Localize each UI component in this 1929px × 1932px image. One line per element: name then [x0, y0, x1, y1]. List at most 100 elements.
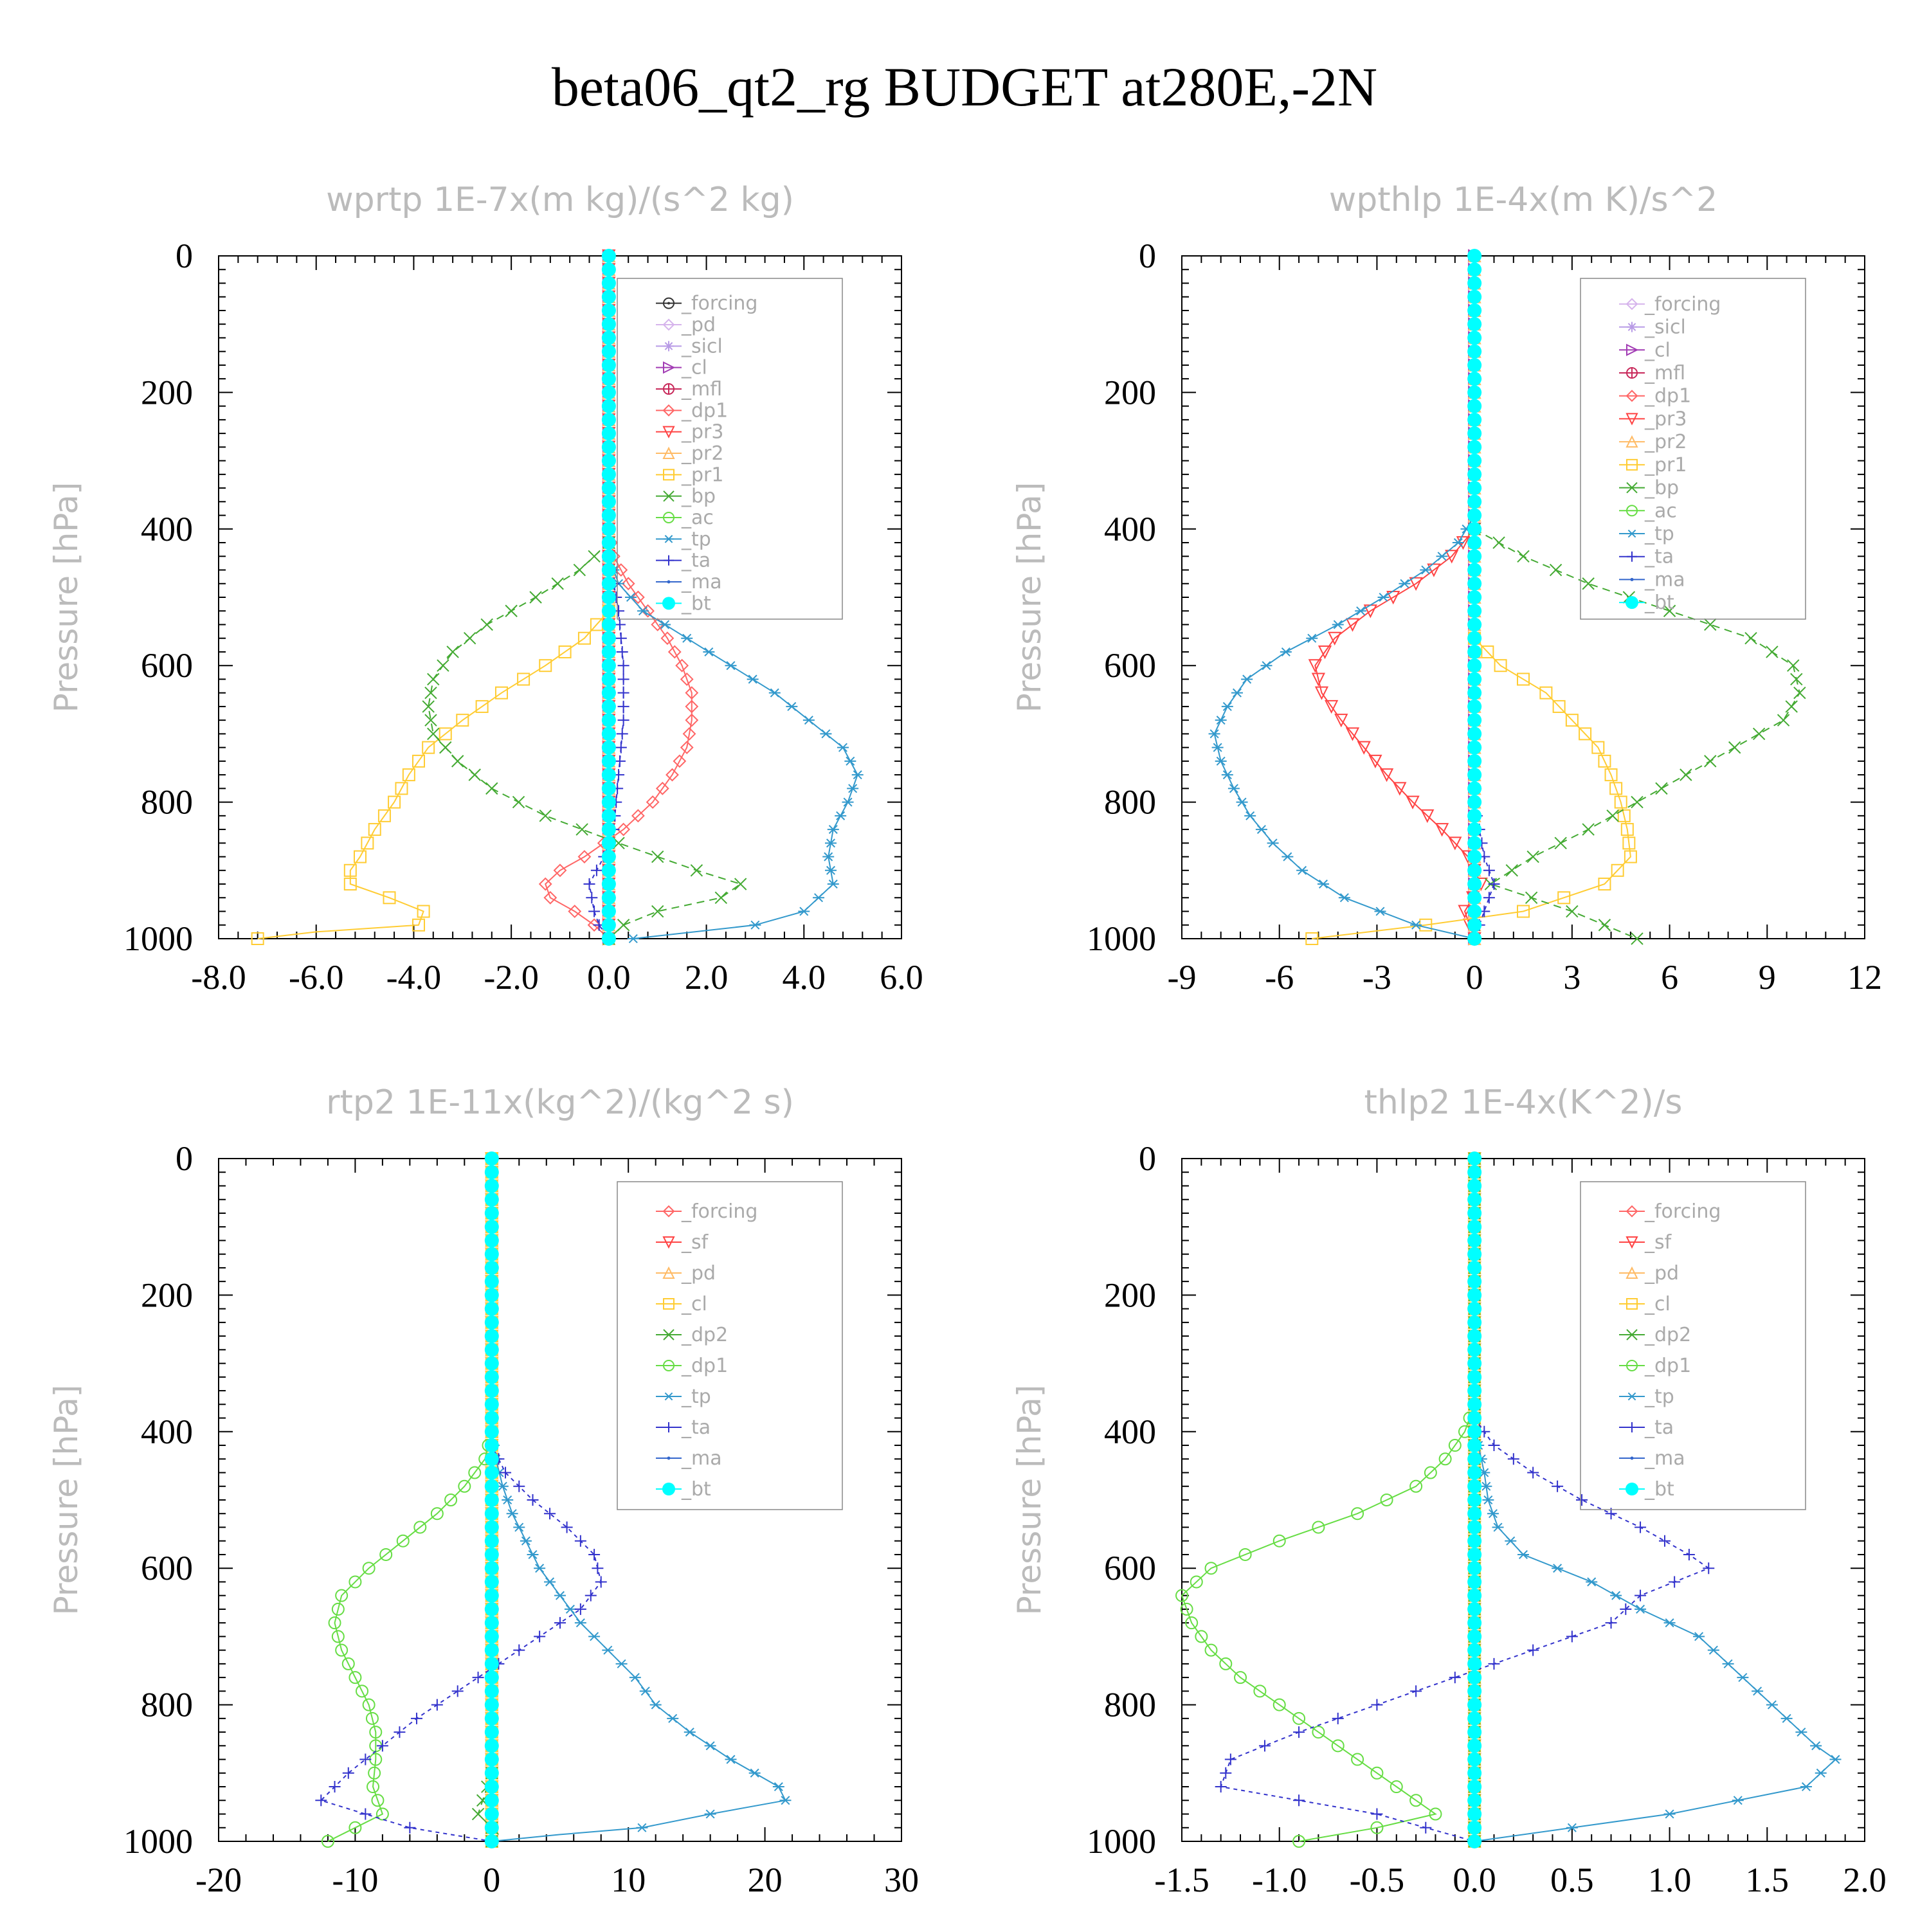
data-point — [1325, 700, 1339, 714]
data-point — [1663, 1618, 1676, 1628]
data-point — [1467, 1765, 1482, 1780]
data-point — [1480, 1481, 1492, 1491]
data-point — [494, 686, 508, 700]
data-point — [601, 563, 616, 577]
data-point — [1467, 1493, 1482, 1507]
y-axis-label: Pressure [hPa] — [48, 482, 85, 713]
data-point — [601, 781, 616, 796]
data-point — [601, 536, 616, 550]
data-point — [1467, 412, 1482, 427]
data-point — [1658, 1535, 1671, 1547]
data-point — [1351, 1507, 1364, 1521]
y-tick-label: 400 — [1104, 1413, 1156, 1451]
data-point — [439, 741, 452, 754]
data-point — [1180, 1602, 1193, 1616]
data-point — [1280, 647, 1292, 656]
data-point — [1467, 1356, 1482, 1371]
data-point — [328, 1616, 341, 1630]
legend-item: _ac — [656, 507, 714, 529]
data-point — [1467, 481, 1482, 496]
data-point — [356, 1684, 369, 1698]
legend: _forcing_pd_sicl_cl_mfl_dp1_pr3_pr2_pr1_… — [617, 278, 843, 620]
x-tick-label: -20 — [195, 1861, 242, 1899]
data-point — [1467, 1820, 1482, 1835]
data-point — [1467, 1602, 1482, 1616]
data-point — [1244, 811, 1256, 820]
data-point — [1374, 907, 1386, 916]
data-point — [321, 1835, 334, 1848]
x-tick-label: 0.0 — [1453, 1861, 1496, 1899]
legend-label: _pr3 — [681, 421, 723, 444]
data-point — [568, 905, 582, 918]
legend-label: _cl — [681, 357, 707, 379]
data-point — [680, 741, 694, 755]
data-point — [601, 317, 616, 332]
data-point — [1467, 590, 1482, 604]
legend-label: _dp1 — [1644, 385, 1691, 408]
data-point — [1204, 1643, 1218, 1657]
panel-title: rtp2 1E-11x(kg^2)/(kg^2 s) — [326, 1083, 794, 1122]
y-tick-label: 200 — [1104, 373, 1156, 411]
data-point — [1517, 1549, 1529, 1559]
data-point — [1467, 330, 1482, 345]
legend-item: _dp1 — [1619, 385, 1691, 408]
data-point — [1663, 604, 1676, 617]
data-point — [367, 1780, 380, 1794]
data-point — [1505, 864, 1519, 877]
data-point — [1467, 1205, 1482, 1220]
data-point — [412, 754, 426, 768]
data-point — [371, 1794, 385, 1807]
data-point — [1527, 1467, 1539, 1479]
data-point — [1370, 1821, 1384, 1834]
data-point — [667, 1713, 679, 1723]
legend-label: _tp — [681, 528, 711, 550]
data-point — [601, 932, 616, 946]
legend-item: _bp — [656, 485, 716, 508]
y-tick-label: 1000 — [1087, 1822, 1156, 1861]
data-point — [1377, 592, 1390, 602]
data-point — [651, 850, 664, 863]
data-point — [437, 659, 449, 672]
data-point — [359, 1753, 372, 1765]
x-tick-label: 12 — [1847, 958, 1882, 997]
figure-title: beta06_qt2_rg BUDGET at280E,-2N — [551, 56, 1378, 118]
legend-item: _cl — [1619, 1293, 1671, 1315]
legend-item: _mfl — [656, 378, 722, 401]
legend-item: _ma — [656, 1447, 722, 1470]
legend-marker — [1626, 505, 1638, 517]
data-point — [1576, 1494, 1588, 1506]
data-point — [1467, 1452, 1482, 1467]
legend-marker — [662, 426, 675, 438]
legend-marker — [1627, 321, 1637, 332]
data-point — [484, 1780, 499, 1794]
legend-label: _ma — [681, 1447, 722, 1470]
data-point — [1467, 658, 1482, 673]
data-point — [1620, 823, 1634, 836]
data-point — [1317, 880, 1329, 889]
legend-item: _dp1 — [1619, 1355, 1691, 1377]
legend-label: _pr3 — [1644, 408, 1687, 430]
legend-label: _cl — [1644, 339, 1671, 361]
data-point — [1467, 699, 1482, 714]
data-point — [602, 1645, 614, 1655]
data-point — [615, 1659, 628, 1668]
legend-label: _mfl — [1644, 362, 1685, 384]
data-point — [484, 1178, 499, 1193]
data-point — [472, 1672, 484, 1684]
data-point — [1190, 1575, 1203, 1589]
data-point — [1586, 1577, 1598, 1587]
y-tick-label: 1000 — [123, 1822, 193, 1861]
series-tp — [1469, 1413, 1842, 1846]
legend-item: _ma — [1619, 568, 1685, 591]
data-point — [376, 1807, 389, 1821]
data-point — [315, 1794, 327, 1807]
legend-marker — [664, 535, 674, 543]
legend: _forcing _sf _pd _cl _dp2 _dp1 _tp _ta _ma _bt — [617, 1181, 843, 1510]
series-line — [320, 1445, 602, 1842]
data-point — [484, 1479, 499, 1494]
data-point — [1368, 754, 1382, 769]
data-point — [1552, 1480, 1564, 1492]
y-tick-label: 800 — [1104, 1686, 1156, 1724]
legend-label: _bt — [1644, 591, 1674, 614]
legend-item: _tp — [656, 528, 711, 550]
